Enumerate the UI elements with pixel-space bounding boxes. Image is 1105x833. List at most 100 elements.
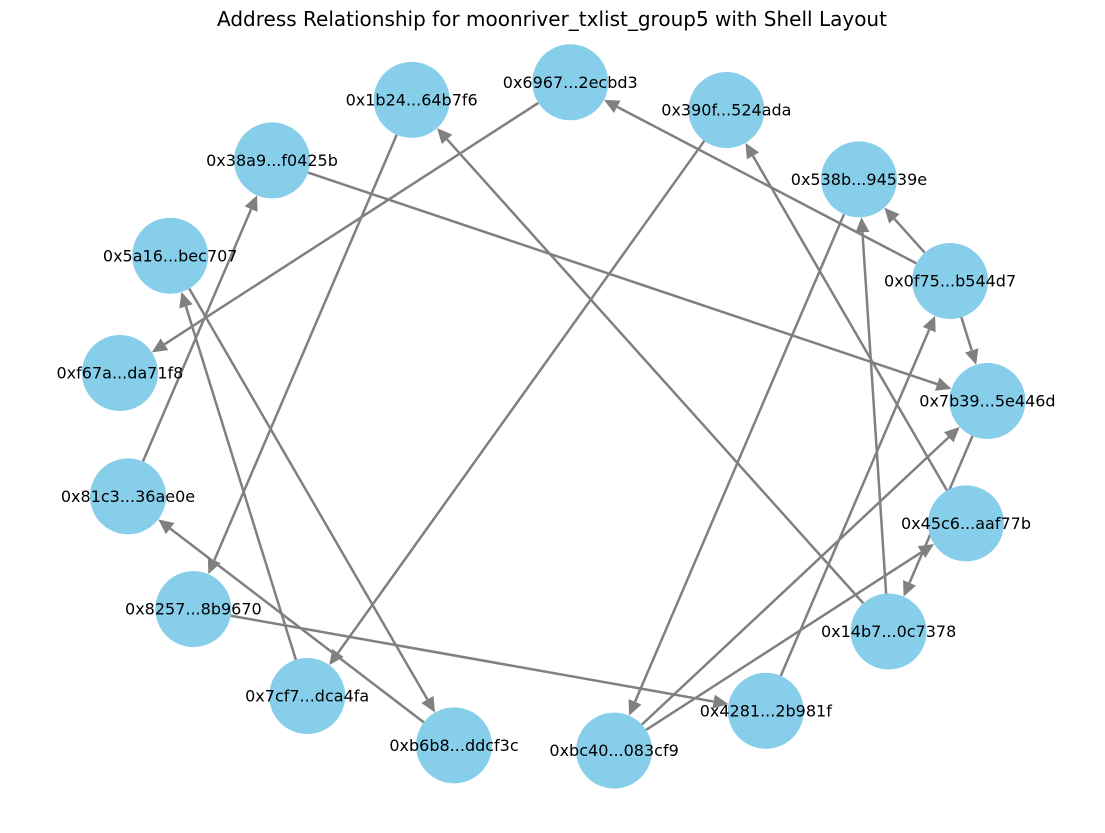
node-circle[interactable] bbox=[155, 571, 232, 648]
node-circle[interactable] bbox=[850, 593, 927, 670]
node-circle[interactable] bbox=[820, 141, 897, 218]
node-0x5a16[interactable]: 0x5a16...bec707 bbox=[103, 217, 238, 294]
arrowhead bbox=[207, 557, 221, 575]
node-label: 0x7b39...5e446d bbox=[919, 392, 1055, 411]
node-0x81c3[interactable]: 0x81c3...36ae0e bbox=[61, 458, 195, 535]
node-0x0f75[interactable]: 0x0f75...b544d7 bbox=[884, 242, 1016, 319]
node-label: 0xb6b8...ddcf3c bbox=[389, 736, 518, 755]
arrowhead bbox=[179, 292, 193, 309]
node-circle[interactable] bbox=[927, 485, 1004, 562]
edge-line bbox=[960, 316, 973, 351]
node-circle[interactable] bbox=[269, 658, 346, 735]
node-0x4281[interactable]: 0x4281...2b981f bbox=[700, 672, 833, 749]
edge-line bbox=[633, 213, 846, 703]
node-circle[interactable] bbox=[949, 363, 1026, 440]
edge-0x1b24-to-0x8257 bbox=[207, 134, 398, 575]
node-circle[interactable] bbox=[727, 672, 804, 749]
node-circle[interactable] bbox=[234, 122, 311, 199]
edge-0x45c6-to-0x390f bbox=[745, 142, 949, 492]
graph-title: Address Relationship for moonriver_txlis… bbox=[217, 7, 887, 31]
node-circle[interactable] bbox=[416, 707, 493, 784]
node-0x8257[interactable]: 0x8257...8b9670 bbox=[125, 571, 262, 648]
arrowhead bbox=[943, 427, 960, 443]
node-circle[interactable] bbox=[132, 217, 209, 294]
edge-line bbox=[188, 288, 429, 701]
edge-0x390f-to-0x7cf7 bbox=[329, 140, 706, 666]
arrowhead bbox=[965, 348, 979, 365]
edge-line bbox=[751, 155, 949, 492]
node-circle[interactable] bbox=[81, 335, 158, 412]
node-0x538b[interactable]: 0x538b...94539e bbox=[791, 141, 927, 218]
node-0x390f[interactable]: 0x390f...524ada bbox=[661, 72, 791, 149]
arrowhead bbox=[603, 99, 621, 114]
node-label: 0x4281...2b981f bbox=[700, 701, 833, 720]
node-label: 0x538b...94539e bbox=[791, 170, 927, 189]
edge-0x38a9-to-0x7b39 bbox=[307, 171, 952, 391]
edge-line bbox=[616, 105, 917, 265]
node-label: 0x7cf7...dca4fa bbox=[245, 687, 369, 706]
arrowhead bbox=[922, 315, 936, 333]
edge-0x6967-to-0xf67a bbox=[151, 101, 540, 353]
node-circle[interactable] bbox=[532, 44, 609, 121]
arrowhead bbox=[934, 377, 952, 391]
node-circle[interactable] bbox=[90, 458, 167, 535]
arrowhead bbox=[917, 544, 935, 559]
arrowhead bbox=[884, 207, 900, 224]
node-label: 0x38a9...f0425b bbox=[206, 151, 338, 170]
edges-layer bbox=[141, 99, 979, 732]
node-0xb6b8[interactable]: 0xb6b8...ddcf3c bbox=[389, 707, 519, 784]
node-label: 0xf67a...da71f8 bbox=[57, 364, 184, 383]
edge-0x0f75-to-0x538b bbox=[884, 207, 926, 254]
edge-line bbox=[446, 138, 865, 605]
node-0x6967[interactable]: 0x6967...2ecbd3 bbox=[503, 44, 638, 121]
node-0x7b39[interactable]: 0x7b39...5e446d bbox=[919, 363, 1056, 440]
edge-0xbc40-to-0x7b39 bbox=[640, 427, 960, 726]
edge-line bbox=[213, 134, 398, 561]
edge-line bbox=[640, 436, 950, 726]
node-circle[interactable] bbox=[576, 712, 653, 789]
edge-line bbox=[779, 329, 931, 677]
edge-line bbox=[307, 171, 938, 386]
node-label: 0x45c6...aaf77b bbox=[901, 514, 1031, 533]
node-0x7cf7[interactable]: 0x7cf7...dca4fa bbox=[245, 658, 369, 735]
node-label: 0x5a16...bec707 bbox=[103, 246, 238, 265]
arrowhead bbox=[244, 195, 258, 212]
edge-0x538b-to-0xbc40 bbox=[628, 213, 846, 716]
edge-0x5a16-to-0xb6b8 bbox=[188, 288, 435, 713]
node-0x45c6[interactable]: 0x45c6...aaf77b bbox=[901, 485, 1031, 562]
node-0x38a9[interactable]: 0x38a9...f0425b bbox=[206, 122, 338, 199]
arrowhead bbox=[855, 217, 870, 233]
edge-line bbox=[893, 218, 926, 254]
node-0xf67a[interactable]: 0xf67a...da71f8 bbox=[57, 335, 184, 412]
node-label: 0x0f75...b544d7 bbox=[884, 271, 1016, 290]
edge-line bbox=[336, 140, 706, 654]
node-circle[interactable] bbox=[688, 72, 765, 149]
edge-line bbox=[184, 306, 298, 661]
nodes-layer: 0x6967...2ecbd3 0x390f...524ada 0x538b...9… bbox=[57, 44, 1056, 789]
node-circle[interactable] bbox=[912, 242, 989, 319]
edge-0xbc40-to-0x45c6 bbox=[645, 544, 935, 732]
arrowhead bbox=[437, 128, 453, 145]
arrowhead bbox=[903, 580, 916, 597]
edge-line bbox=[163, 101, 540, 346]
arrowhead bbox=[712, 694, 729, 709]
edge-line bbox=[141, 208, 253, 462]
node-0xbc40[interactable]: 0xbc40...083cf9 bbox=[549, 712, 679, 789]
edge-0x0f75-to-0x6967 bbox=[603, 99, 917, 265]
node-label: 0x8257...8b9670 bbox=[125, 600, 262, 619]
edge-0x14b7-to-0x1b24 bbox=[437, 128, 865, 605]
arrowhead bbox=[158, 519, 175, 535]
edge-0x4281-to-0x0f75 bbox=[779, 315, 936, 677]
edge-line bbox=[230, 614, 714, 703]
node-0x14b7[interactable]: 0x14b7...0c7378 bbox=[821, 593, 956, 670]
edge-0x14b7-to-0x538b bbox=[855, 217, 888, 594]
node-label: 0x390f...524ada bbox=[661, 101, 791, 120]
node-circle[interactable] bbox=[373, 61, 450, 138]
arrowhead bbox=[628, 699, 642, 716]
edge-0x8257-to-0x4281 bbox=[230, 614, 729, 709]
node-0x1b24[interactable]: 0x1b24...64b7f6 bbox=[346, 61, 478, 138]
arrowhead bbox=[745, 142, 760, 160]
edge-line bbox=[645, 551, 923, 732]
node-label: 0x1b24...64b7f6 bbox=[346, 90, 478, 109]
